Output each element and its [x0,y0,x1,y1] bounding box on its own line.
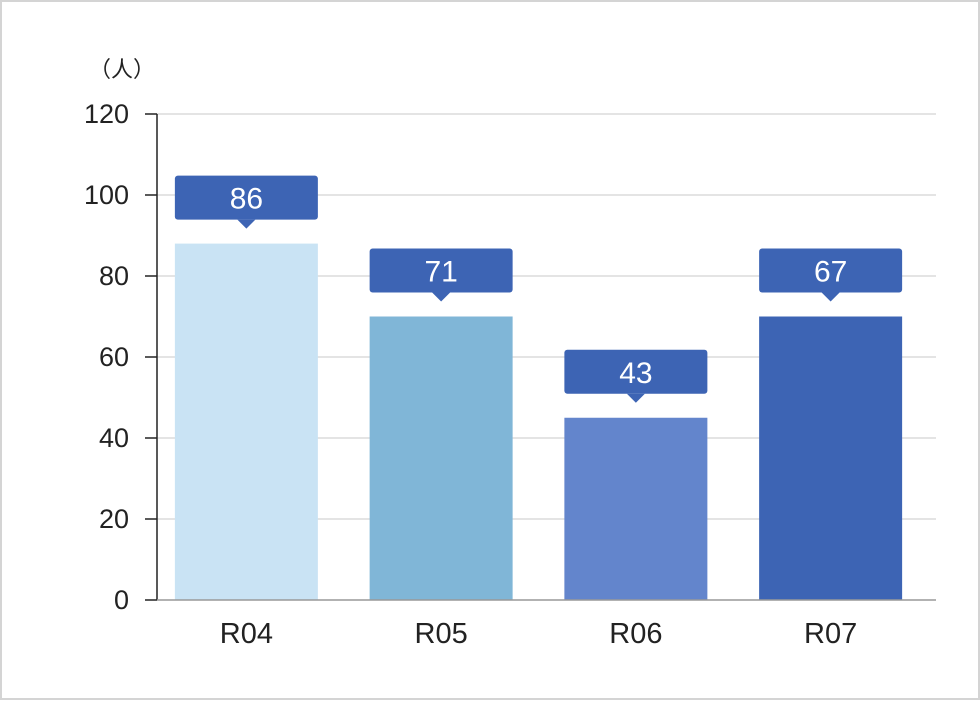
y-tick-label: 80 [99,261,129,291]
value-callout-pointer [626,393,645,403]
y-tick-label: 120 [84,99,129,129]
value-callout-box [369,248,513,293]
value-callout-pointer [432,292,451,302]
bars [174,243,903,600]
y-tick-label: 40 [99,423,129,453]
y-tick-label: 0 [114,585,129,615]
bar-r05 [369,316,513,600]
x-category-label: R06 [609,618,662,650]
bar-r04 [174,243,318,600]
value-callout-pointer [821,292,840,302]
x-category-label: R07 [804,618,857,650]
y-tick-label: 20 [99,504,129,534]
y-tick-label: 60 [99,342,129,372]
bar-value-label: 43 [619,357,652,390]
x-category-label: R04 [220,618,273,650]
x-category-label: R05 [415,618,468,650]
bar-value-label: 67 [814,256,847,289]
axes: 0 20 40 60 80 100 120 R04 R05 R06 R07 [84,99,936,650]
bar-r06 [564,417,708,600]
value-callout-box [759,248,903,293]
bar-r07 [759,316,903,600]
value-callout-pointer [237,219,256,229]
value-callout-box [174,175,318,220]
y-axis-unit-label: （人） [89,57,155,82]
bar-value-label: 86 [230,183,263,216]
value-labels: 86 71 43 67 [174,175,903,403]
y-tick-label: 100 [84,180,129,210]
value-callout-box [564,349,708,394]
bar-value-label: 71 [424,256,457,289]
